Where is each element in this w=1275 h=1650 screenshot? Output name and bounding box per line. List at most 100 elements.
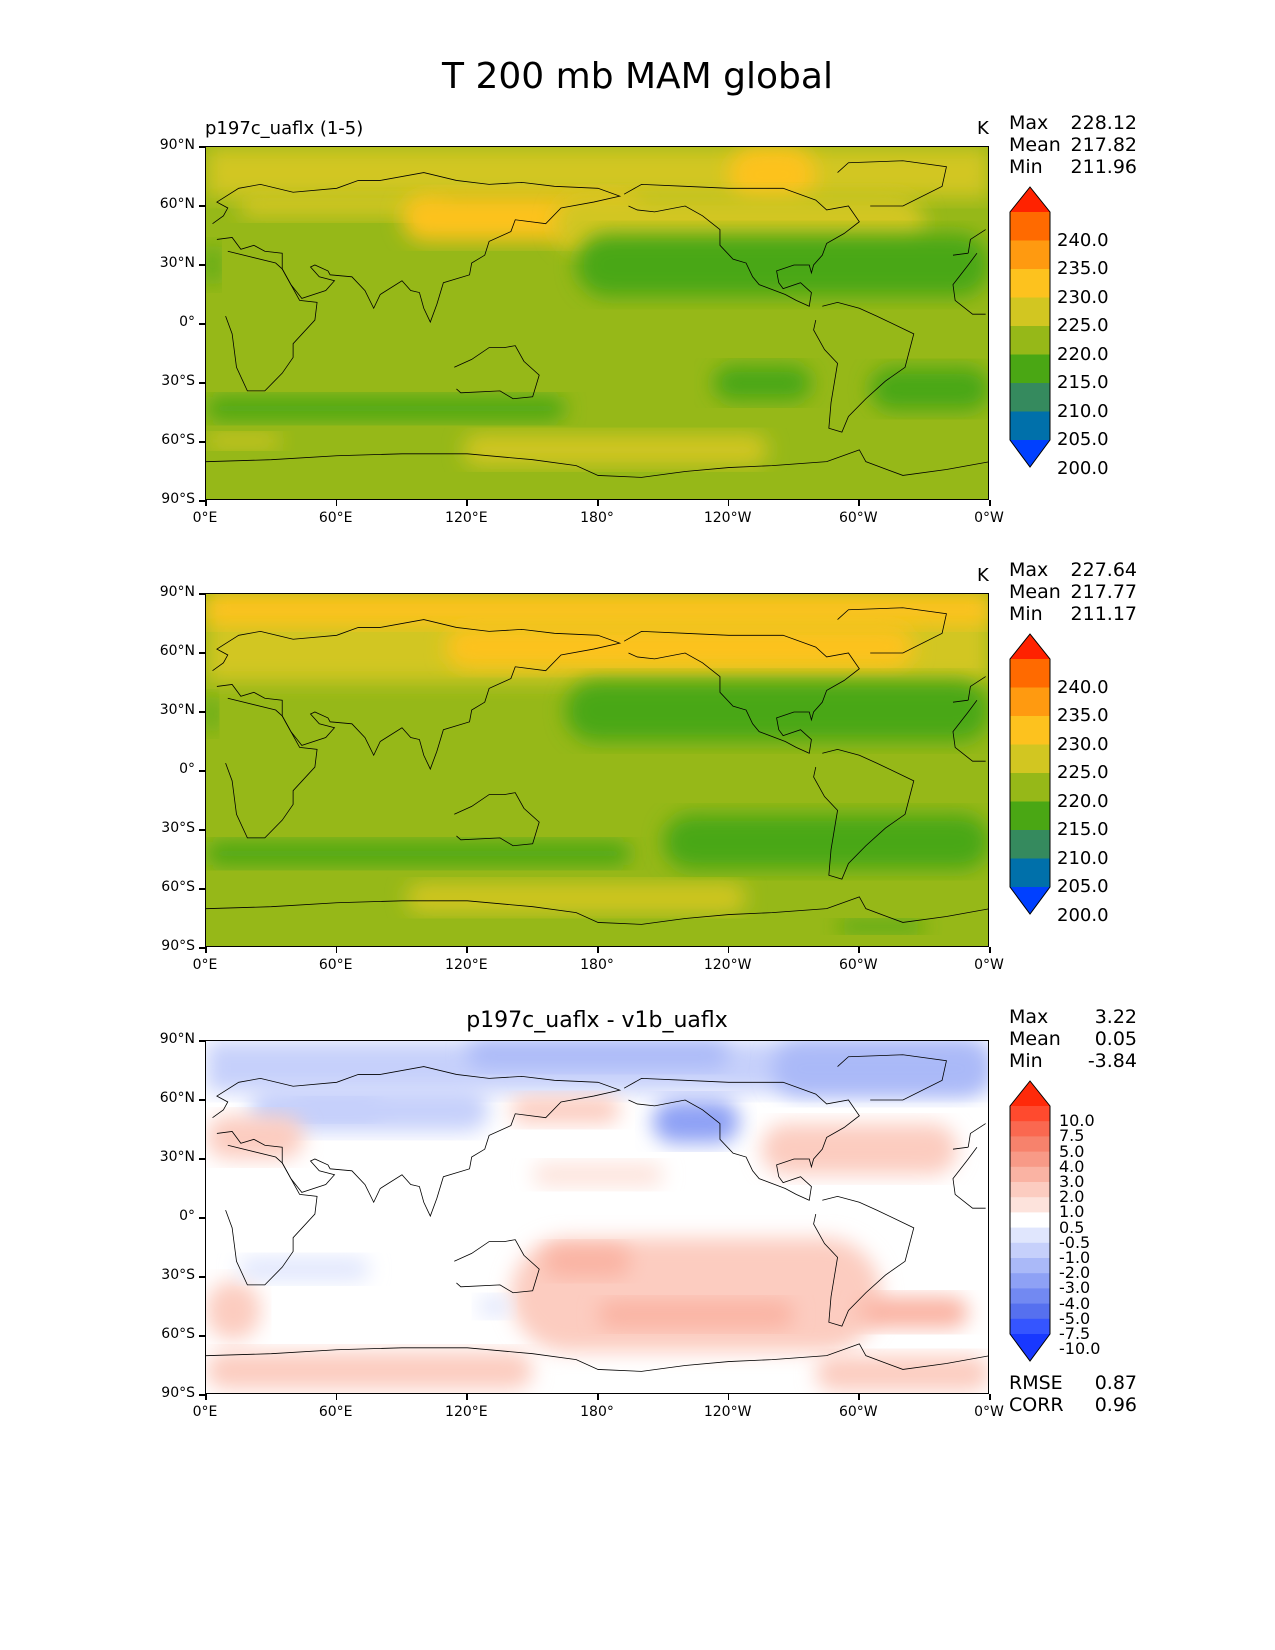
lon-tick: [335, 947, 338, 953]
lon-tick: [989, 500, 991, 506]
colorbar-tick-label: 235.0: [1057, 258, 1109, 279]
colorbar-tick-label: -5.0: [1059, 1308, 1091, 1328]
lon-tick: [727, 1394, 730, 1400]
lat-tick-label: 90°N: [159, 137, 195, 153]
colorbar-tick-label: 205.0: [1057, 429, 1109, 450]
coastline: [952, 699, 986, 762]
lon-tick-label: 120°E: [445, 957, 488, 973]
coastline: [813, 301, 915, 433]
lat-tick: [199, 205, 205, 207]
lat-tick-label: 60°N: [159, 1090, 195, 1106]
field-region: [462, 434, 768, 466]
colorbar-segment: [1010, 383, 1050, 412]
lat-tick-label: 30°N: [159, 1149, 195, 1165]
lat-tick: [199, 1040, 205, 1042]
coastline: [454, 345, 540, 400]
colorbar-tick-label: -2.0: [1059, 1263, 1091, 1283]
field-region: [206, 1115, 304, 1159]
stat-label: Max: [1009, 112, 1049, 134]
colorbar-segment: [1010, 1258, 1050, 1274]
lon-tick: [205, 500, 207, 506]
field-region: [837, 920, 925, 933]
map-field: [206, 1041, 988, 1393]
colorbar-segment: [1010, 1136, 1050, 1153]
colorbar-segment: [1010, 773, 1050, 802]
stat-label: Min: [1009, 603, 1043, 625]
lat-tick-label: 60°S: [161, 432, 195, 448]
stat-row: CORR 0.96: [1009, 1394, 1137, 1416]
stat-value: 217.77: [1070, 581, 1137, 603]
stat-label: RMSE: [1009, 1372, 1063, 1394]
units-label: K: [977, 565, 989, 586]
lat-tick-label: 30°S: [161, 820, 195, 836]
field-region: [478, 1296, 511, 1317]
colorbar-segment: [1010, 269, 1050, 298]
colorbar-segment: [1010, 354, 1050, 384]
lon-tick-label: 60°W: [838, 957, 878, 973]
lon-tick-label: 0°E: [192, 510, 218, 526]
colorbar-tick-label: 215.0: [1057, 372, 1109, 393]
colorbar-segment: [1010, 212, 1050, 241]
colorbar-segment: [1010, 830, 1050, 859]
coastline: [837, 1054, 947, 1101]
colorbar-segment: [1010, 297, 1050, 327]
colorbar-tick-label: 240.0: [1057, 676, 1109, 698]
colorbar-tick-label: 210.0: [1057, 400, 1109, 422]
colorbar-tick-label: 225.0: [1057, 315, 1109, 336]
colorbar-tick-label: 220.0: [1057, 343, 1109, 365]
lat-tick-label: 0°: [179, 1208, 195, 1224]
colorbar-tick-label: 3.0: [1059, 1172, 1085, 1191]
colorbar-segment: [1010, 716, 1050, 745]
lat-tick: [199, 593, 205, 595]
coastline: [212, 1066, 622, 1218]
field-region: [870, 367, 988, 411]
colorbar-tick-label: 230.0: [1057, 286, 1109, 308]
colorbar-tick-label: -7.5: [1059, 1324, 1091, 1343]
colorbar-segment: [1010, 240, 1050, 270]
colorbar-tick-label: 200.0: [1057, 904, 1109, 926]
field-region: [663, 814, 988, 870]
colorbar: [1009, 186, 1051, 468]
lat-tick: [199, 1276, 205, 1278]
stat-value: 0.05: [1094, 1028, 1137, 1050]
lon-tick: [989, 947, 991, 953]
lat-tick: [199, 1158, 205, 1160]
colorbar-segment: [1010, 1242, 1050, 1259]
colorbar-tick-label: -10.0: [1059, 1339, 1101, 1359]
lon-tick: [466, 500, 468, 506]
coastline: [952, 1146, 986, 1209]
coastline: [967, 1123, 986, 1148]
colorbar-segment: [1010, 659, 1050, 688]
colorbar-tick-label: 200.0: [1057, 457, 1109, 479]
lat-tick-label: 90°S: [161, 938, 195, 954]
lat-tick-label: 90°N: [159, 584, 195, 600]
colorbar-tick-label: -1.0: [1059, 1248, 1091, 1267]
colorbar-segment: [1010, 687, 1050, 717]
lon-tick-label: 0°W: [974, 957, 1004, 973]
field-region: [598, 1300, 794, 1329]
lon-tick-label: 120°E: [445, 510, 488, 526]
colorbar-segment: [1010, 1318, 1050, 1335]
colorbar-segment: [1010, 1166, 1050, 1183]
stat-row: Max 3.22: [1009, 1006, 1137, 1028]
lat-tick-label: 90°S: [161, 491, 195, 507]
lon-tick-label: 120°E: [445, 1404, 488, 1420]
map-field: [206, 594, 988, 946]
stat-row: Mean 0.05: [1009, 1028, 1137, 1050]
lon-tick: [335, 500, 338, 506]
coastline: [952, 252, 969, 256]
colorbar-extend-min: [1010, 887, 1050, 914]
lon-tick: [597, 1394, 599, 1400]
colorbar-tick-label: 205.0: [1057, 876, 1109, 897]
lon-tick-label: 60°W: [838, 510, 878, 526]
lon-tick-label: 120°W: [703, 1404, 752, 1420]
stat-label: Mean: [1009, 1028, 1061, 1050]
coastline: [454, 1239, 540, 1294]
stat-label: Max: [1009, 559, 1049, 581]
field-region: [206, 594, 988, 626]
map-plot-area: [205, 1040, 989, 1394]
lon-tick-label: 60°W: [838, 1404, 878, 1420]
stat-value: 217.82: [1070, 134, 1137, 156]
lon-tick-label: 180°: [580, 1404, 614, 1420]
field-region: [206, 147, 988, 199]
